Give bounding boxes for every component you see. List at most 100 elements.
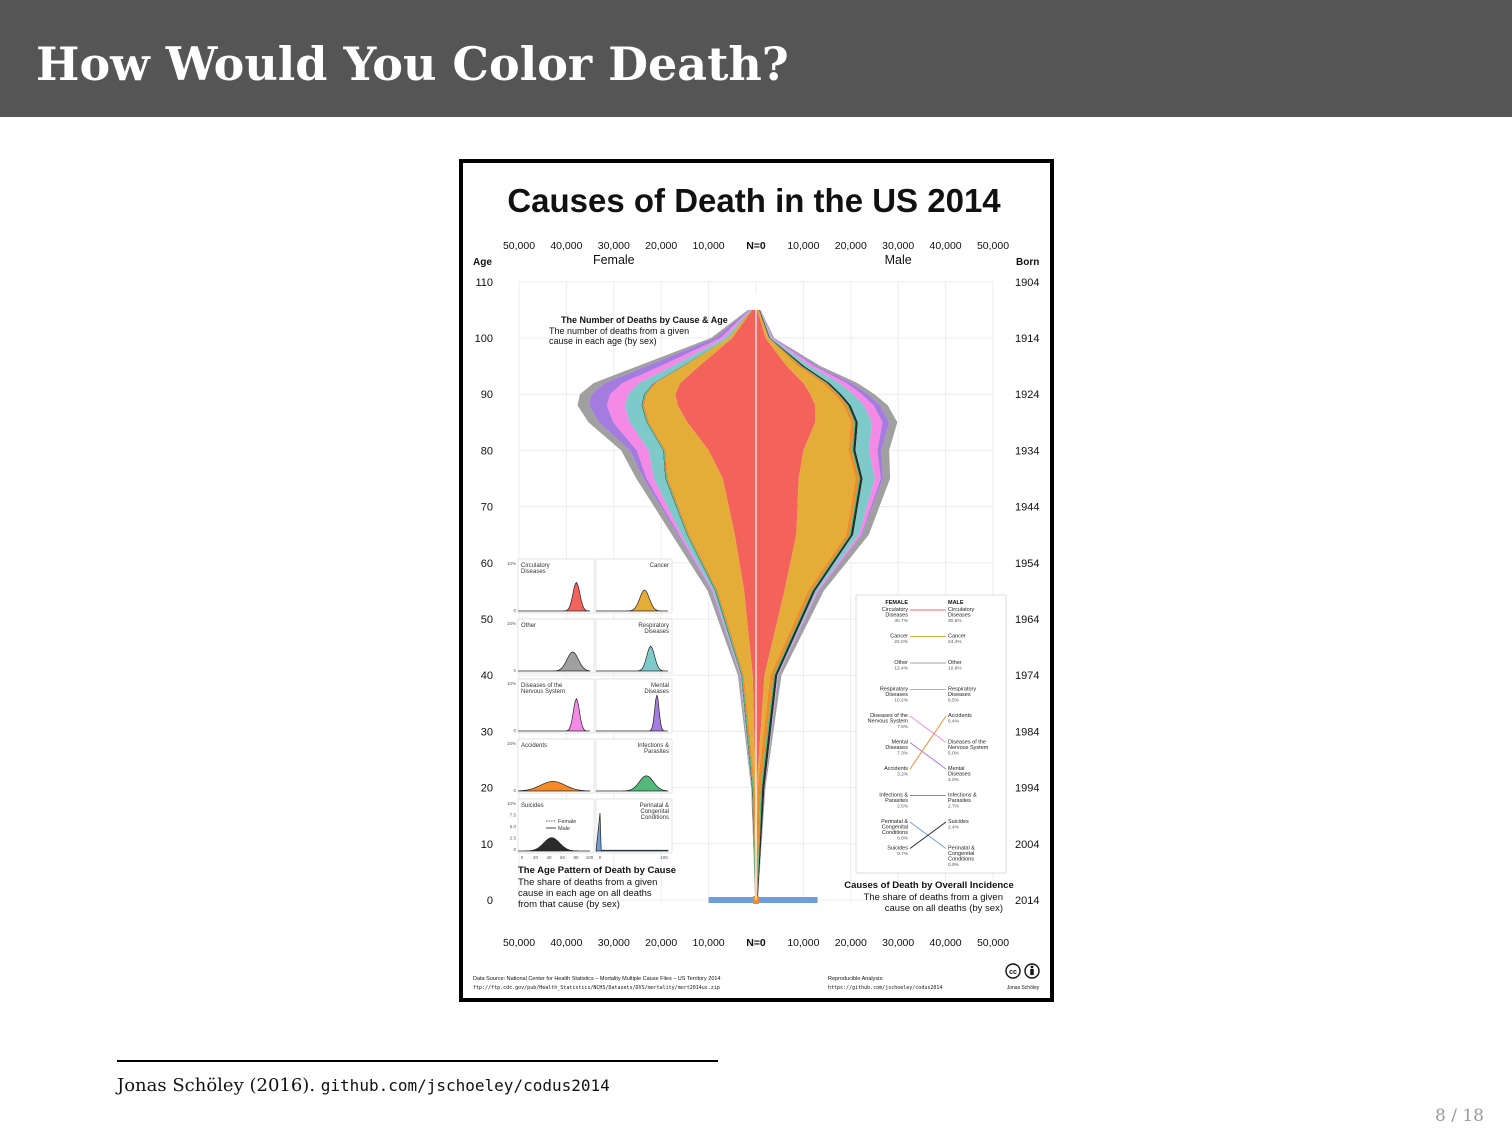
slide-title-bar: How Would You Color Death? bbox=[0, 0, 1512, 117]
small-multiple-ytick: 0 bbox=[513, 728, 516, 733]
born-tick-label: 2004 bbox=[1015, 839, 1039, 851]
incidence-male-label: Cancer bbox=[948, 634, 966, 640]
incidence-title: Causes of Death by Overall Incidence bbox=[844, 880, 1013, 891]
infant-male-bar bbox=[756, 897, 818, 903]
small-multiple-accidents: Accidents 10% 0 bbox=[507, 738, 595, 794]
incidence-male-label: Mental bbox=[948, 766, 965, 772]
annotation-top-line: The number of deaths from a given bbox=[549, 326, 689, 336]
small-multiple-xtick: 0 bbox=[521, 855, 524, 860]
legend-female-label: Female bbox=[558, 819, 576, 825]
female-circulatory-band bbox=[675, 309, 756, 900]
age-tick-label: 100 bbox=[475, 333, 493, 345]
small-multiple-xtick: 0 bbox=[599, 855, 602, 860]
age-axis-label: Age bbox=[473, 257, 492, 268]
small-multiple-ytick: 0 bbox=[513, 668, 516, 673]
x-tick-label-bottom: N=0 bbox=[746, 937, 766, 949]
incidence-female-pct: 12.4% bbox=[894, 666, 908, 672]
incidence-female-label: Cancer bbox=[890, 634, 908, 640]
incidence-female-label: Conditions bbox=[882, 830, 908, 836]
incidence-male-pct: 0.9% bbox=[948, 862, 960, 868]
age-tick-label: 50 bbox=[481, 614, 493, 626]
incidence-female-label: Other bbox=[894, 660, 908, 666]
incidence-male-label: Accidents bbox=[948, 713, 972, 719]
x-tick-label-top: 50,000 bbox=[503, 240, 535, 252]
small-multiple-frame bbox=[595, 798, 673, 854]
born-tick-label: 1904 bbox=[1015, 277, 1039, 289]
x-tick-label-top: 10,000 bbox=[787, 240, 819, 252]
born-tick-label: 1944 bbox=[1015, 502, 1039, 514]
x-tick-label-bottom: 40,000 bbox=[550, 937, 582, 949]
small-multiple-curve-infections bbox=[596, 775, 669, 792]
slide-title: How Would You Color Death? bbox=[36, 37, 789, 91]
incidence-female-label: Parasites bbox=[885, 798, 908, 804]
incidence-female-pct: 10.2% bbox=[894, 698, 908, 704]
small-multiple-xtick: 80 bbox=[573, 855, 579, 860]
by-person-icon-body bbox=[1030, 969, 1034, 975]
small-multiple-xtick: 100 bbox=[586, 855, 594, 860]
incidence-female-label: Circulatory bbox=[882, 607, 909, 613]
incidence-male-label: Respiratory bbox=[948, 687, 976, 693]
small-multiple-curve-cancer bbox=[596, 589, 668, 612]
incidence-male-pct: 5.0% bbox=[948, 751, 960, 757]
incidence-male-pct: 2.4% bbox=[948, 825, 960, 831]
suicide-ytick: 7.5 bbox=[510, 813, 517, 818]
annotation-top-line: cause in each age (by sex) bbox=[549, 336, 657, 346]
small-multiple-label: Cancer bbox=[650, 563, 669, 569]
incidence-male-label: Diseases bbox=[948, 613, 971, 619]
small-multiple-label: Nervous System bbox=[521, 689, 565, 695]
incidence-female-pct: 0.8% bbox=[897, 836, 909, 842]
x-tick-label-bottom: 10,000 bbox=[787, 937, 819, 949]
incidence-male-pct: 8.5% bbox=[948, 698, 960, 704]
born-tick-label: 1974 bbox=[1015, 670, 1039, 682]
born-tick-label: 1954 bbox=[1015, 558, 1039, 570]
incidence-caption: cause on all deaths (by sex) bbox=[885, 903, 1003, 914]
incidence-male-label: Other bbox=[948, 660, 962, 666]
age-tick-label: 10 bbox=[481, 839, 493, 851]
incidence-female-label: Diseases bbox=[885, 692, 908, 698]
incidence-male-pct: 10.9% bbox=[948, 666, 962, 672]
incidence-connector-mental bbox=[909, 742, 947, 770]
incidence-male-pct: 6.4% bbox=[948, 719, 960, 725]
x-tick-label-top: 30,000 bbox=[598, 240, 630, 252]
small-multiple-curve-circulatory bbox=[518, 581, 591, 612]
x-tick-label-top: 20,000 bbox=[835, 240, 867, 252]
small-multiple-frame bbox=[517, 618, 595, 674]
incidence-male-pct: 24.4% bbox=[948, 639, 962, 645]
incidence-connector-nervous bbox=[909, 715, 947, 743]
small-multiple-label: Infections & bbox=[638, 743, 669, 749]
x-tick-label-top: 30,000 bbox=[882, 240, 914, 252]
born-tick-label: 1964 bbox=[1015, 614, 1039, 626]
small-multiple-label: Circulatory bbox=[521, 563, 550, 569]
suicide-ytick: 0 bbox=[513, 847, 516, 852]
incidence-male-label: Nervous System bbox=[948, 745, 989, 751]
incidence-female-label: Congenital bbox=[882, 825, 908, 831]
small-multiple-curve-accidents bbox=[517, 781, 591, 792]
citation-author: Jonas Schöley (2016). bbox=[117, 1075, 321, 1096]
incidence-female-label: Diseases bbox=[885, 745, 908, 751]
born-axis-label: Born bbox=[1016, 257, 1039, 268]
incidence-female-pct: 7.5% bbox=[897, 724, 909, 730]
small-multiple-xtick: 20 bbox=[533, 855, 539, 860]
population-pyramid-chart: Causes of Death in the US 2014 50,000 50,0… bbox=[473, 182, 1040, 991]
incidence-caption: The share of deaths from a given bbox=[864, 892, 1003, 903]
legend-male-label: Male bbox=[558, 826, 570, 832]
small-multiple-ytick: 0 bbox=[513, 608, 516, 613]
citation-link[interactable]: github.com/jschoeley/codus2014 bbox=[320, 1076, 610, 1095]
incidence-female-label: Diseases bbox=[885, 613, 908, 619]
x-tick-label-bottom: 20,000 bbox=[645, 937, 677, 949]
born-tick-label: 1924 bbox=[1015, 389, 1039, 401]
age-tick-label: 40 bbox=[481, 670, 493, 682]
incidence-male-label: Diseases bbox=[948, 692, 971, 698]
x-tick-label-top: 40,000 bbox=[930, 240, 962, 252]
x-tick-label-top: 40,000 bbox=[550, 240, 582, 252]
small-multiple-label: Suicides bbox=[521, 803, 544, 809]
female-nervous-band bbox=[606, 309, 756, 900]
small-multiple-ytick: 10% bbox=[507, 681, 516, 686]
infant-female-bar bbox=[708, 897, 756, 903]
age-tick-label: 70 bbox=[481, 502, 493, 514]
small-multiple-frame bbox=[595, 618, 673, 674]
x-tick-label-top: 20,000 bbox=[645, 240, 677, 252]
suicide-ytick: 5.0 bbox=[510, 824, 517, 829]
